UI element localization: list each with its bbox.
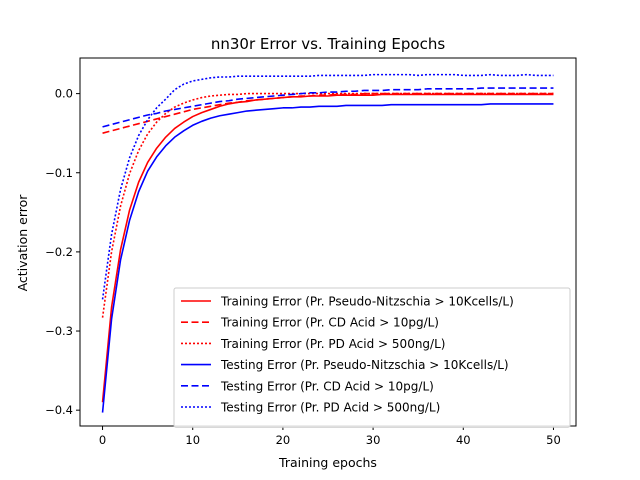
y-tick-label: −0.4 xyxy=(45,403,73,417)
x-tick-label: 0 xyxy=(99,433,106,447)
legend-box xyxy=(173,287,571,428)
legend-label-3: Training Error (Pr. PD Acid > 500ng/L) xyxy=(220,337,445,351)
series-line-3 xyxy=(101,92,554,318)
x-tick-label: 30 xyxy=(366,433,381,447)
x-axis-label: Training epochs xyxy=(278,455,377,470)
x-tick-label: 50 xyxy=(546,433,561,447)
x-tick-label: 40 xyxy=(456,433,471,447)
x-tick-label: 10 xyxy=(185,433,200,447)
y-tick-label: −0.3 xyxy=(45,324,73,338)
series-line-5 xyxy=(102,87,554,128)
series-line-4 xyxy=(101,103,554,413)
series-layer xyxy=(101,73,554,413)
legend-label-5: Testing Error (Pr. CD Acid > 10pg/L) xyxy=(220,379,434,393)
x-tick-label: 20 xyxy=(276,433,291,447)
ticks-layer: 0 10 20 30 40 50 −0.4 −0.3 −0.2 −0.1 0.0 xyxy=(45,87,561,447)
series-line-2 xyxy=(102,92,554,134)
y-tick-label: −0.2 xyxy=(45,245,73,259)
y-tick-label: −0.1 xyxy=(45,166,73,180)
chart-title: nn30r Error vs. Training Epochs xyxy=(211,35,445,53)
legend-label-6: Testing Error (Pr. PD Acid > 500ng/L) xyxy=(220,401,440,415)
y-axis-label: Activation error xyxy=(15,194,30,292)
legend-label-2: Training Error (Pr. CD Acid > 10pg/L) xyxy=(220,316,439,330)
series-line-6 xyxy=(101,73,554,300)
legend: Training Error (Pr. Pseudo-Nitzschia > 1… xyxy=(173,287,571,428)
legend-label-4: Testing Error (Pr. Pseudo-Nitzschia > 10… xyxy=(220,358,509,372)
y-tick-label: 0.0 xyxy=(55,87,73,101)
legend-label-1: Training Error (Pr. Pseudo-Nitzschia > 1… xyxy=(220,295,514,309)
